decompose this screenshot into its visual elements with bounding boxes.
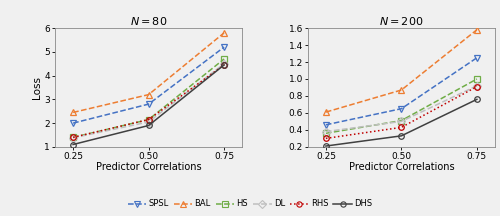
- Y-axis label: Loss: Loss: [32, 76, 42, 99]
- Title: $\mathit{N} = 80$: $\mathit{N} = 80$: [130, 15, 168, 27]
- X-axis label: Predictor Correlations: Predictor Correlations: [348, 162, 454, 172]
- Legend: SPSL, BAL, HS, DL, RHS, DHS: SPSL, BAL, HS, DL, RHS, DHS: [124, 196, 376, 212]
- Title: $\mathit{N} = 200$: $\mathit{N} = 200$: [379, 15, 424, 27]
- X-axis label: Predictor Correlations: Predictor Correlations: [96, 162, 202, 172]
